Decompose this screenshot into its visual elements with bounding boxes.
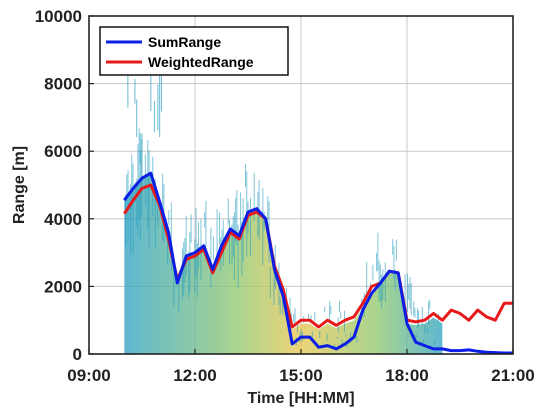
tick-labels: 09:00 12:00 15:00 18:00 21:00 0 2000 4000 6000 80… — [35, 7, 535, 385]
series-line-sumrange — [123, 171, 513, 355]
legend: SumRange WeightedRange — [99, 26, 289, 76]
series-lines — [123, 171, 513, 355]
legend-box — [99, 26, 289, 76]
y-tick-label: 6000 — [44, 142, 82, 161]
y-axis-label: Range [m] — [11, 146, 28, 224]
x-tick-label: 21:00 — [491, 366, 534, 385]
y-tick-label: 0 — [73, 345, 82, 364]
y-tick-label: 2000 — [44, 277, 82, 296]
y-tick-label: 8000 — [44, 75, 82, 94]
y-tick-label: 10000 — [35, 7, 82, 26]
x-tick-label: 12:00 — [173, 366, 216, 385]
x-tick-label: 18:00 — [385, 366, 428, 385]
y-tick-label: 4000 — [44, 210, 82, 229]
x-axis-label: Time [HH:MM] — [247, 390, 354, 407]
legend-label-weightedrange: WeightedRange — [148, 54, 254, 70]
legend-label-sumrange: SumRange — [148, 34, 221, 50]
x-tick-label: 09:00 — [67, 366, 110, 385]
series-line-weightedrange — [123, 183, 513, 329]
x-tick-label: 15:00 — [279, 366, 322, 385]
